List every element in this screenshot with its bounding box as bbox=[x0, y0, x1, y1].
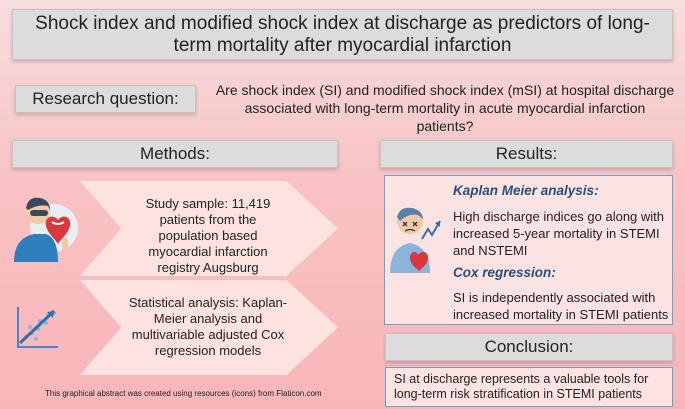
research-question-text: Are shock index (SI) and modified shock … bbox=[215, 82, 675, 134]
attribution-footer: This graphical abstract was created usin… bbox=[45, 389, 322, 398]
study-sample-chevron bbox=[80, 181, 338, 276]
results-heading: Results: bbox=[380, 140, 673, 168]
conclusion-text: SI at discharge represents a valuable to… bbox=[385, 367, 673, 407]
doctor-heart-icon bbox=[14, 197, 78, 262]
cox-regression-heading: Cox regression: bbox=[453, 265, 556, 280]
conclusion-heading: Conclusion: bbox=[385, 333, 673, 361]
kaplan-meier-heading: Kaplan Meier analysis: bbox=[453, 183, 599, 198]
statistical-analysis-chevron bbox=[80, 280, 338, 375]
page-title: Shock index and modified shock index at … bbox=[12, 9, 673, 60]
scatter-plot-icon bbox=[17, 307, 58, 348]
sick-patient-chart-icon bbox=[390, 207, 441, 273]
statistical-analysis-text: Statistical analysis: Kaplan-Meier analy… bbox=[128, 295, 288, 358]
research-question-label: Research question: bbox=[15, 85, 196, 113]
results-panel bbox=[384, 175, 673, 325]
methods-heading: Methods: bbox=[12, 140, 338, 168]
kaplan-meier-text: High discharge indices go along with inc… bbox=[453, 209, 665, 258]
cox-regression-text: SI is independently associated with incr… bbox=[453, 290, 669, 322]
study-sample-text: Study sample: 11,419 patients from the p… bbox=[145, 196, 271, 275]
